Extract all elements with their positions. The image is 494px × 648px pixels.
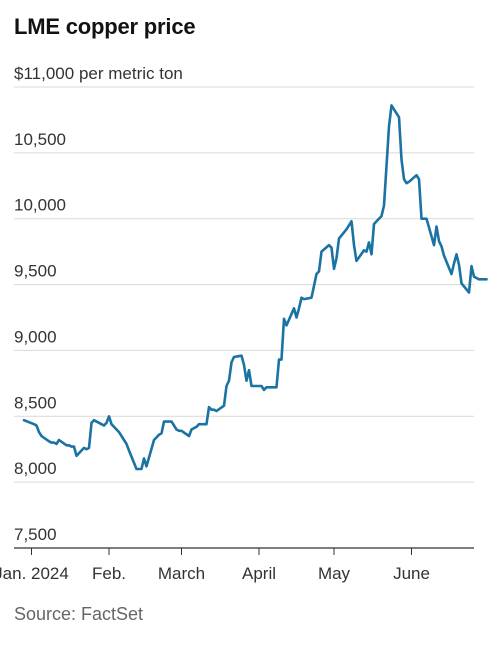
y-tick-label: 9,000: [14, 327, 57, 346]
y-tick-label: 7,500: [14, 525, 57, 544]
y-tick-label: 8,500: [14, 393, 57, 412]
x-axis: Jan. 2024 Feb. March April May June: [0, 548, 430, 583]
y-tick-label: 10,000: [14, 196, 66, 215]
unit-note: $11,000 per metric ton: [14, 64, 183, 84]
chart-title: LME copper price: [14, 14, 196, 39]
x-tick-label: Jan. 2024: [0, 564, 69, 583]
top-tick-label: $11,000: [14, 64, 75, 83]
y-tick-label: 8,000: [14, 459, 57, 478]
x-tick-label: Feb.: [92, 564, 126, 583]
x-tick-label: June: [393, 564, 430, 583]
source-note: Source: FactSet: [14, 604, 144, 624]
x-tick-label: April: [242, 564, 276, 583]
y-axis-ticks: 7,500 8,000 8,500 9,000 9,500 10,000 10,500: [14, 130, 66, 544]
series: [22, 104, 488, 471]
unit-label: per metric ton: [78, 64, 183, 83]
series-line-copper-price: [22, 104, 488, 471]
x-tick-label: May: [318, 564, 351, 583]
y-tick-label: 10,500: [14, 130, 66, 149]
y-tick-label: 9,500: [14, 262, 57, 281]
x-tick-label: March: [158, 564, 205, 583]
gridlines: [14, 86, 474, 549]
